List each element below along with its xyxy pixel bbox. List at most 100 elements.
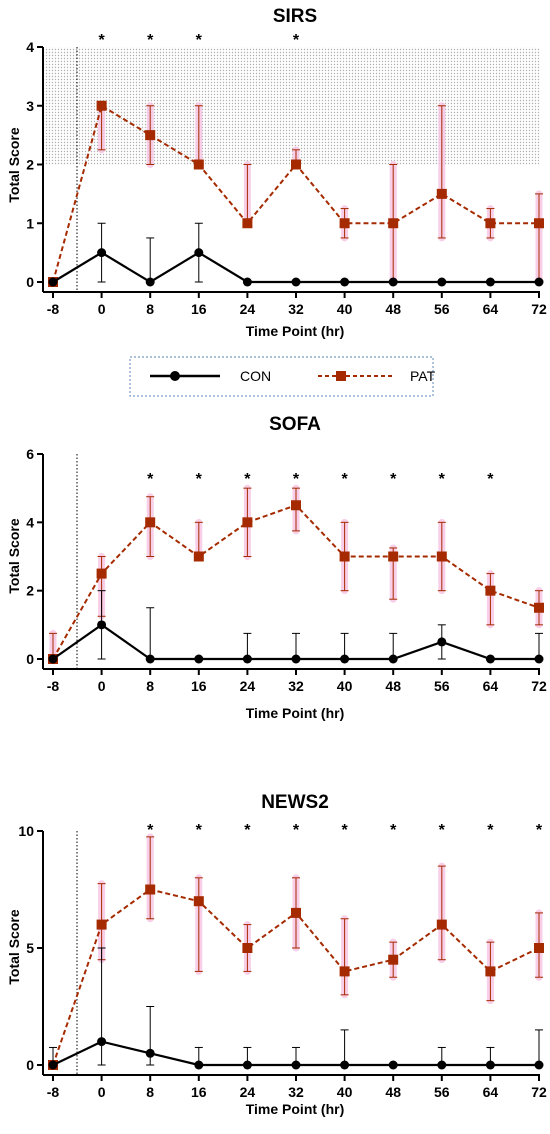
x-tick-label: 24 xyxy=(240,678,256,694)
data-point xyxy=(194,654,204,664)
x-tick-label: -8 xyxy=(47,1084,60,1100)
data-point xyxy=(97,620,107,630)
x-tick-label: 32 xyxy=(288,678,304,694)
data-point xyxy=(339,218,350,229)
data-point xyxy=(145,654,155,664)
significance-star: * xyxy=(439,471,446,488)
data-point xyxy=(485,966,496,977)
x-tick-label: 0 xyxy=(98,678,106,694)
x-tick-label: 32 xyxy=(288,301,304,317)
chart-title: SOFA xyxy=(269,414,321,435)
significance-star: * xyxy=(196,822,203,839)
data-point xyxy=(339,966,350,977)
sirs-chart: SIRS Total Score Time Point (hr) 0 1 2 3 4 -8… xyxy=(6,6,547,339)
x-tick-label: 40 xyxy=(337,1084,353,1100)
legend-pat-label: PAT xyxy=(410,368,436,384)
significance-star: * xyxy=(293,32,300,49)
data-point xyxy=(193,896,204,907)
x-tick-label: 8 xyxy=(146,678,154,694)
x-tick-label: 56 xyxy=(434,301,450,317)
data-point xyxy=(48,1060,58,1070)
significance-star: * xyxy=(196,471,203,488)
y-tick-label: 5 xyxy=(26,940,34,956)
data-point xyxy=(534,602,544,613)
data-point xyxy=(485,585,496,596)
data-point xyxy=(534,277,544,287)
series-pat xyxy=(48,833,544,1070)
data-point xyxy=(145,1048,155,1058)
data-point xyxy=(242,1060,252,1070)
series-con xyxy=(48,947,544,1070)
y-tick-label: 0 xyxy=(26,1057,34,1073)
x-tick-label: 64 xyxy=(483,301,499,317)
data-point xyxy=(340,1060,350,1070)
legend-con-marker xyxy=(170,371,180,381)
news2-chart: NEWS2 Total Score Time Point (hr) 0 5 10 -8… xyxy=(6,792,547,1117)
data-point xyxy=(145,130,156,141)
legend-pat-marker xyxy=(336,371,346,381)
data-point xyxy=(291,159,301,170)
x-tick-label: 8 xyxy=(146,1084,154,1100)
data-point xyxy=(242,943,253,953)
data-point xyxy=(242,517,253,528)
data-point xyxy=(485,654,495,664)
x-tick-label: 56 xyxy=(434,678,450,694)
data-point xyxy=(340,277,350,287)
data-point xyxy=(242,654,252,664)
data-point xyxy=(534,654,544,664)
significance-star: * xyxy=(390,822,397,839)
shaded-band xyxy=(44,47,540,165)
data-point xyxy=(96,100,107,111)
significance-star: * xyxy=(147,822,154,839)
x-axis-label: Time Point (hr) xyxy=(246,323,345,339)
significance-star: * xyxy=(439,822,446,839)
data-point xyxy=(242,277,252,287)
data-point xyxy=(96,568,107,579)
significance-star: * xyxy=(487,822,494,839)
y-tick-label: 4 xyxy=(26,39,34,55)
data-point xyxy=(291,277,301,287)
x-tick-label: 16 xyxy=(191,1084,207,1100)
data-point xyxy=(97,1037,107,1047)
x-tick-label: 48 xyxy=(385,301,401,317)
data-point xyxy=(193,159,204,170)
legend-box xyxy=(129,356,434,397)
y-tick-label: 4 xyxy=(26,514,34,530)
data-point xyxy=(485,218,496,229)
data-point xyxy=(145,517,156,528)
y-tick-label: 2 xyxy=(26,157,34,173)
data-point xyxy=(194,248,204,258)
x-tick-label: 48 xyxy=(385,678,401,694)
y-axis-label: Total Score xyxy=(6,518,22,593)
significance-star: * xyxy=(390,471,397,488)
data-point xyxy=(97,248,107,258)
x-tick-label: 24 xyxy=(240,301,256,317)
data-point xyxy=(291,1060,301,1070)
series-con xyxy=(48,222,544,287)
data-point xyxy=(437,1060,447,1070)
x-tick-label: 64 xyxy=(483,678,499,694)
x-tick-label: 24 xyxy=(240,1084,256,1100)
significance-star: * xyxy=(98,32,105,49)
data-point xyxy=(437,637,447,647)
series-con xyxy=(48,590,544,664)
data-point xyxy=(48,277,58,287)
legend: CON PAT xyxy=(129,356,436,397)
significance-star: * xyxy=(293,822,300,839)
x-tick-label: 40 xyxy=(337,301,353,317)
x-tick-label: 48 xyxy=(385,1084,401,1100)
chart-title: SIRS xyxy=(273,6,317,27)
y-tick-label: 2 xyxy=(26,583,34,599)
x-tick-label: 32 xyxy=(288,1084,304,1100)
significance-star: * xyxy=(536,822,543,839)
y-axis-label: Total Score xyxy=(6,909,22,984)
y-tick-label: 6 xyxy=(26,446,34,462)
legend-con-label: CON xyxy=(240,368,271,384)
data-point xyxy=(388,1060,398,1070)
data-point xyxy=(485,277,495,287)
significance-star: * xyxy=(196,32,203,49)
x-tick-label: -8 xyxy=(47,678,60,694)
x-tick-label: 64 xyxy=(483,1084,499,1100)
